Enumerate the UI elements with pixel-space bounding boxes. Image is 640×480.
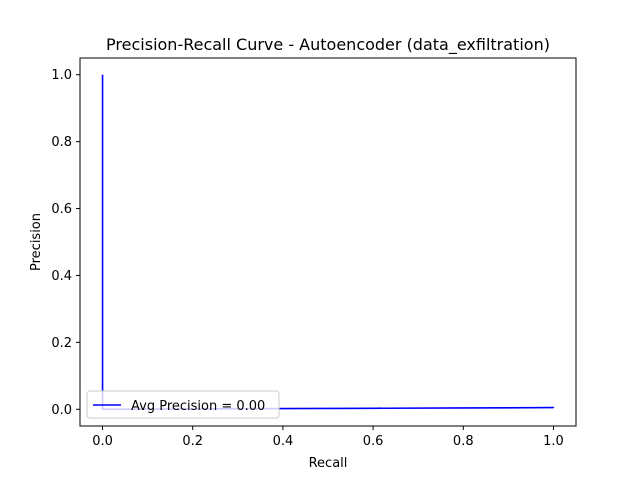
- plot-area: [79, 57, 577, 427]
- x-tick-label: 0.6: [363, 434, 384, 449]
- chart-title: Precision-Recall Curve - Autoencoder (da…: [106, 35, 550, 55]
- legend-box: [86, 390, 280, 419]
- x-tick-label: 0.2: [182, 434, 203, 449]
- x-tick-label: 0.8: [453, 434, 474, 449]
- y-axis: 0.0 0.2 0.4 0.6 0.8 1.0: [51, 68, 80, 418]
- x-tick-label: 1.0: [543, 434, 564, 449]
- plot-frame: [79, 57, 577, 427]
- y-tick-label: 0.0: [51, 403, 72, 418]
- x-axis-label: Recall: [309, 456, 348, 471]
- y-tick-label: 0.6: [51, 202, 72, 217]
- y-tick-label: 0.4: [51, 269, 72, 284]
- legend-entry: Avg Precision = 0.00: [131, 399, 265, 414]
- legend: Avg Precision = 0.00: [86, 390, 280, 419]
- y-tick-label: 1.0: [51, 68, 72, 83]
- y-tick-label: 0.8: [51, 135, 72, 150]
- y-tick-label: 0.2: [51, 336, 72, 351]
- y-axis-label: Precision: [29, 213, 44, 271]
- x-tick-label: 0.0: [92, 434, 113, 449]
- x-axis: 0.0 0.2 0.4 0.6 0.8 1.0: [92, 426, 564, 449]
- x-tick-label: 0.4: [273, 434, 294, 449]
- series-line-0: [101, 74, 555, 411]
